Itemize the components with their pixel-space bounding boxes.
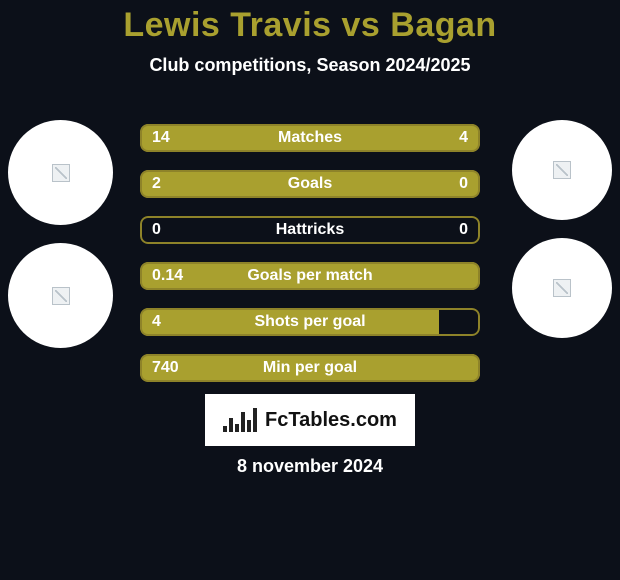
stat-value-right: 0 bbox=[459, 216, 468, 244]
brand-bar-icon bbox=[241, 412, 245, 432]
brand-bar-icon bbox=[247, 420, 251, 432]
image-placeholder-icon bbox=[553, 279, 571, 297]
avatar-circle bbox=[8, 243, 113, 348]
stat-label: Hattricks bbox=[140, 216, 480, 244]
stat-row: Shots per goal4 bbox=[140, 308, 480, 336]
image-placeholder-icon bbox=[52, 287, 70, 305]
avatar-circle bbox=[512, 238, 612, 338]
stat-label: Goals bbox=[140, 170, 480, 198]
stat-bars: Matches144Goals20Hattricks00Goals per ma… bbox=[140, 124, 480, 382]
brand-bar-icon bbox=[223, 426, 227, 432]
stat-value-right: 0 bbox=[459, 170, 468, 198]
brand-badge: FcTables.com bbox=[205, 394, 415, 446]
stat-value-left: 2 bbox=[152, 170, 161, 198]
brand-text: FcTables.com bbox=[265, 409, 397, 432]
stat-row: Matches14 4 bbox=[140, 124, 480, 152]
stat-row: Hattricks0 0 bbox=[140, 216, 480, 244]
image-placeholder-icon bbox=[553, 161, 571, 179]
avatars-right bbox=[512, 120, 612, 338]
stat-value-left: 14 bbox=[152, 124, 170, 152]
brand-bar-icon bbox=[253, 408, 257, 432]
brand-bars-icon bbox=[223, 408, 257, 432]
brand-bar-icon bbox=[235, 424, 239, 432]
stat-value-right: 4 bbox=[459, 124, 468, 152]
page-title: Lewis Travis vs Bagan bbox=[0, 0, 620, 45]
stat-value-left: 4 bbox=[152, 308, 161, 336]
stat-label: Matches bbox=[140, 124, 480, 152]
brand-bar-icon bbox=[229, 418, 233, 432]
stat-row: Min per goal740 bbox=[140, 354, 480, 382]
comparison-card: Lewis Travis vs Bagan Club competitions,… bbox=[0, 0, 620, 580]
avatar-circle bbox=[512, 120, 612, 220]
stat-value-left: 0 bbox=[152, 216, 161, 244]
subtitle: Club competitions, Season 2024/2025 bbox=[0, 55, 620, 76]
avatars-left bbox=[8, 120, 113, 348]
stat-label: Min per goal bbox=[140, 354, 480, 382]
stat-label: Goals per match bbox=[140, 262, 480, 290]
stat-row: Goals2 0 bbox=[140, 170, 480, 198]
stat-value-left: 740 bbox=[152, 354, 179, 382]
stat-row: Goals per match0.14 bbox=[140, 262, 480, 290]
stat-label: Shots per goal bbox=[140, 308, 480, 336]
image-placeholder-icon bbox=[52, 164, 70, 182]
stat-value-left: 0.14 bbox=[152, 262, 183, 290]
date-label: 8 november 2024 bbox=[0, 456, 620, 477]
avatar-circle bbox=[8, 120, 113, 225]
